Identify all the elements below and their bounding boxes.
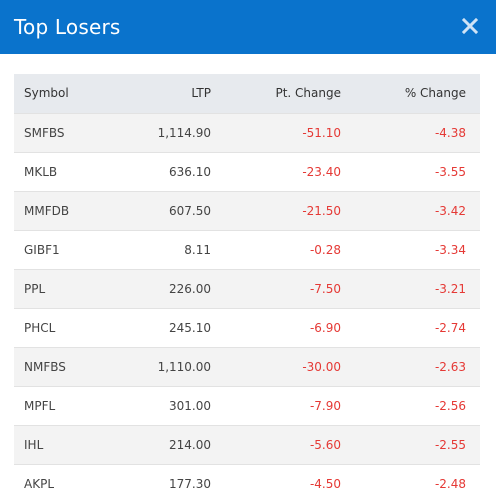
- column-header-ltp[interactable]: LTP: [191, 86, 211, 101]
- cell-ltp: 1,110.00: [157, 359, 211, 374]
- cell-ltp: 214.00: [169, 437, 211, 452]
- modal-title: Top Losers: [14, 15, 121, 39]
- cell-symbol[interactable]: MMFDB: [24, 203, 70, 218]
- cell-pct-change: -3.34: [434, 242, 466, 257]
- column-header-pt-change[interactable]: Pt. Change: [275, 86, 341, 101]
- cell-pct-change: -4.38: [434, 125, 466, 140]
- cell-ltp: 245.10: [169, 320, 211, 335]
- cell-pt-change: -0.28: [309, 242, 341, 257]
- cell-symbol[interactable]: MPFL: [24, 398, 56, 413]
- cell-ltp: 607.50: [169, 203, 211, 218]
- cell-symbol[interactable]: NMFBS: [24, 359, 66, 374]
- cell-symbol[interactable]: SMFBS: [24, 125, 65, 140]
- cell-pct-change: -2.55: [434, 437, 466, 452]
- cell-pct-change: -3.55: [434, 164, 466, 179]
- cell-pt-change: -23.40: [302, 164, 341, 179]
- modal-header: Top Losers: [0, 0, 496, 54]
- cell-pct-change: -2.48: [434, 476, 466, 491]
- cell-symbol[interactable]: IHL: [24, 437, 44, 452]
- cell-ltp: 1,114.90: [157, 125, 211, 140]
- cell-pt-change: -4.50: [309, 476, 341, 491]
- cell-pt-change: -7.90: [309, 398, 341, 413]
- table-row[interactable]: MKLB 636.10 -23.40 -3.55: [14, 152, 480, 191]
- cell-ltp: 226.00: [169, 281, 211, 296]
- cell-ltp: 177.30: [169, 476, 211, 491]
- cell-symbol[interactable]: PHCL: [24, 320, 56, 335]
- table-row[interactable]: PPL 226.00 -7.50 -3.21: [14, 269, 480, 308]
- close-button[interactable]: [462, 18, 480, 36]
- close-icon: [462, 18, 478, 34]
- cell-symbol[interactable]: AKPL: [24, 476, 54, 491]
- cell-ltp: 8.11: [184, 242, 211, 257]
- cell-pct-change: -3.21: [434, 281, 466, 296]
- table-row[interactable]: AKPL 177.30 -4.50 -2.48: [14, 464, 480, 503]
- cell-pct-change: -2.56: [434, 398, 466, 413]
- cell-ltp: 636.10: [169, 164, 211, 179]
- cell-symbol[interactable]: MKLB: [24, 164, 58, 179]
- cell-symbol[interactable]: PPL: [24, 281, 46, 296]
- column-header-pct-change[interactable]: % Change: [404, 86, 466, 101]
- cell-pt-change: -6.90: [309, 320, 341, 335]
- table-row[interactable]: IHL 214.00 -5.60 -2.55: [14, 425, 480, 464]
- cell-pt-change: -30.00: [302, 359, 341, 374]
- cell-pt-change: -7.50: [309, 281, 341, 296]
- losers-table: Symbol LTP Pt. Change % Change SMFBS 1,11…: [14, 74, 480, 503]
- cell-pt-change: -5.60: [309, 437, 341, 452]
- table-row[interactable]: MPFL 301.00 -7.90 -2.56: [14, 386, 480, 425]
- cell-pt-change: -51.10: [302, 125, 341, 140]
- table-row[interactable]: NMFBS 1,110.00 -30.00 -2.63: [14, 347, 480, 386]
- cell-pct-change: -2.74: [434, 320, 466, 335]
- table-row[interactable]: PHCL 245.10 -6.90 -2.74: [14, 308, 480, 347]
- cell-pct-change: -3.42: [434, 203, 466, 218]
- cell-pt-change: -21.50: [302, 203, 341, 218]
- losers-table-container: Symbol LTP Pt. Change % Change SMFBS 1,11…: [14, 74, 480, 503]
- cell-pct-change: -2.63: [434, 359, 466, 374]
- cell-symbol[interactable]: GIBF1: [24, 242, 60, 257]
- cell-ltp: 301.00: [169, 398, 211, 413]
- table-header-row: Symbol LTP Pt. Change % Change: [14, 74, 480, 113]
- table-row[interactable]: MMFDB 607.50 -21.50 -3.42: [14, 191, 480, 230]
- table-row[interactable]: SMFBS 1,114.90 -51.10 -4.38: [14, 113, 480, 152]
- column-header-symbol[interactable]: Symbol: [24, 86, 69, 101]
- table-row[interactable]: GIBF1 8.11 -0.28 -3.34: [14, 230, 480, 269]
